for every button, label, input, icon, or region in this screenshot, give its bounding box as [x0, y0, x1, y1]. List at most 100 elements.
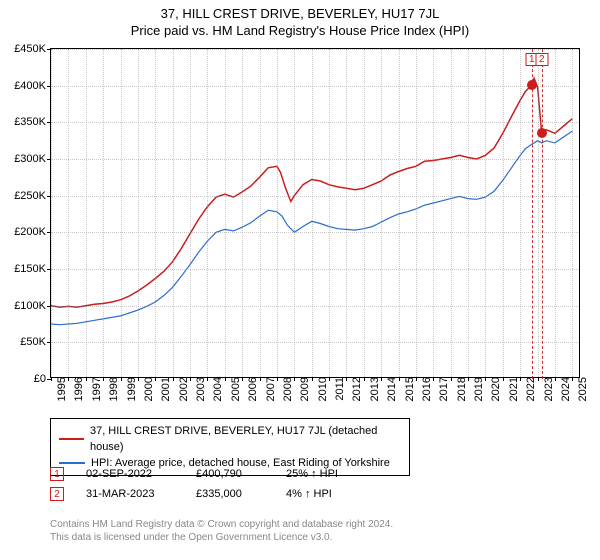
gridline-horizontal — [51, 122, 579, 123]
x-axis-tick-label: 2016 — [419, 377, 433, 401]
gridline-vertical — [312, 49, 313, 377]
x-axis-tick-label: 1997 — [89, 377, 103, 401]
marker-dot — [537, 128, 547, 138]
x-axis-tick-label: 2015 — [402, 377, 416, 401]
marker-guideline — [532, 49, 533, 379]
transaction-row: 2 31-MAR-2023£335,0004% ↑ HPI — [50, 484, 338, 504]
x-axis-tick-label: 2010 — [315, 377, 329, 401]
y-axis-tick-label: £250K — [14, 190, 51, 202]
gridline-vertical — [399, 49, 400, 377]
x-axis-tick-label: 2014 — [384, 377, 398, 401]
gridline-vertical — [121, 49, 122, 377]
transaction-date: 31-MAR-2023 — [86, 488, 196, 500]
x-axis-tick-label: 2002 — [176, 377, 190, 401]
legend-swatch — [59, 438, 84, 440]
gridline-vertical — [68, 49, 69, 377]
gridline-vertical — [433, 49, 434, 377]
marker-guideline — [542, 49, 543, 379]
x-axis-tick-label: 2006 — [245, 377, 259, 401]
x-axis-tick-label: 2009 — [297, 377, 311, 401]
gridline-vertical — [329, 49, 330, 377]
x-axis-tick-label: 2000 — [141, 377, 155, 401]
x-axis-tick-label: 2003 — [193, 377, 207, 401]
gridline-vertical — [155, 49, 156, 377]
x-axis-tick-label: 2025 — [575, 377, 589, 401]
transaction-date: 02-SEP-2022 — [86, 468, 196, 480]
gridline-vertical — [103, 49, 104, 377]
gridline-vertical — [207, 49, 208, 377]
x-axis-tick-label: 2001 — [158, 377, 172, 401]
transaction-badge: 1 — [50, 467, 64, 481]
x-axis-tick-label: 2004 — [210, 377, 224, 401]
y-axis-tick-label: £350K — [14, 116, 51, 128]
x-axis-tick-label: 2019 — [471, 377, 485, 401]
gridline-vertical — [294, 49, 295, 377]
gridline-vertical — [260, 49, 261, 377]
y-axis-tick-label: £450K — [14, 43, 51, 55]
x-axis-tick-label: 2011 — [332, 377, 346, 401]
transaction-row: 1 02-SEP-2022£400,79025% ↑ HPI — [50, 464, 338, 484]
x-axis-tick-label: 2018 — [454, 377, 468, 401]
legend-item: 37, HILL CREST DRIVE, BEVERLEY, HU17 7JL… — [59, 423, 401, 455]
x-axis-tick-label: 2023 — [541, 377, 555, 401]
footer-attribution: Contains HM Land Registry data © Crown c… — [50, 518, 393, 544]
x-axis-tick-label: 1996 — [71, 377, 85, 401]
gridline-vertical — [190, 49, 191, 377]
chart-lines-svg — [51, 49, 581, 379]
transaction-badge: 2 — [50, 487, 64, 501]
transactions-table: 1 02-SEP-2022£400,79025% ↑ HPI 2 31-MAR-202… — [50, 464, 338, 504]
footer-line-1: Contains HM Land Registry data © Crown c… — [50, 518, 393, 531]
x-axis-tick-label: 2017 — [436, 377, 450, 401]
transaction-diff: 4% ↑ HPI — [286, 488, 332, 500]
x-axis-tick-label: 2005 — [228, 377, 242, 401]
y-axis-tick-label: £300K — [14, 153, 51, 165]
gridline-vertical — [86, 49, 87, 377]
footer-line-2: This data is licensed under the Open Gov… — [50, 531, 393, 544]
gridline-vertical — [538, 49, 539, 377]
x-axis-tick-label: 2008 — [280, 377, 294, 401]
x-axis-tick-label: 2021 — [506, 377, 520, 401]
x-axis-tick-label: 2007 — [263, 377, 277, 401]
gridline-horizontal — [51, 306, 579, 307]
x-axis-tick-label: 2022 — [523, 377, 537, 401]
gridline-vertical — [572, 49, 573, 377]
legend-label: 37, HILL CREST DRIVE, BEVERLEY, HU17 7JL… — [90, 423, 401, 455]
gridline-vertical — [346, 49, 347, 377]
gridline-horizontal — [51, 49, 579, 50]
gridline-vertical — [485, 49, 486, 377]
gridline-vertical — [51, 49, 52, 377]
x-axis-tick-label: 1995 — [54, 377, 68, 401]
gridline-vertical — [416, 49, 417, 377]
gridline-horizontal — [51, 159, 579, 160]
transaction-price: £400,790 — [196, 468, 286, 480]
gridline-vertical — [225, 49, 226, 377]
marker-label: 2 — [535, 53, 548, 66]
x-axis-tick-label: 2013 — [367, 377, 381, 401]
x-axis-tick-label: 2012 — [349, 377, 363, 401]
y-axis-tick-label: £150K — [14, 263, 51, 275]
chart-plot-area: £0£50K£100K£150K£200K£250K£300K£350K£400… — [50, 48, 580, 378]
gridline-vertical — [520, 49, 521, 377]
gridline-vertical — [503, 49, 504, 377]
gridline-horizontal — [51, 196, 579, 197]
gridline-horizontal — [51, 86, 579, 87]
y-axis-tick-label: £200K — [14, 226, 51, 238]
chart-subtitle: Price paid vs. HM Land Registry's House … — [0, 21, 600, 42]
gridline-vertical — [451, 49, 452, 377]
x-axis-tick-label: 2020 — [488, 377, 502, 401]
gridline-horizontal — [51, 232, 579, 233]
gridline-vertical — [555, 49, 556, 377]
gridline-vertical — [468, 49, 469, 377]
y-axis-tick-label: £100K — [14, 300, 51, 312]
x-axis-tick-label: 1999 — [124, 377, 138, 401]
transaction-price: £335,000 — [196, 488, 286, 500]
gridline-vertical — [173, 49, 174, 377]
gridline-vertical — [277, 49, 278, 377]
y-axis-tick-label: £400K — [14, 80, 51, 92]
gridline-vertical — [364, 49, 365, 377]
transaction-diff: 25% ↑ HPI — [286, 468, 338, 480]
gridline-vertical — [242, 49, 243, 377]
marker-dot — [527, 80, 537, 90]
chart-title: 37, HILL CREST DRIVE, BEVERLEY, HU17 7JL — [0, 0, 600, 21]
gridline-vertical — [138, 49, 139, 377]
